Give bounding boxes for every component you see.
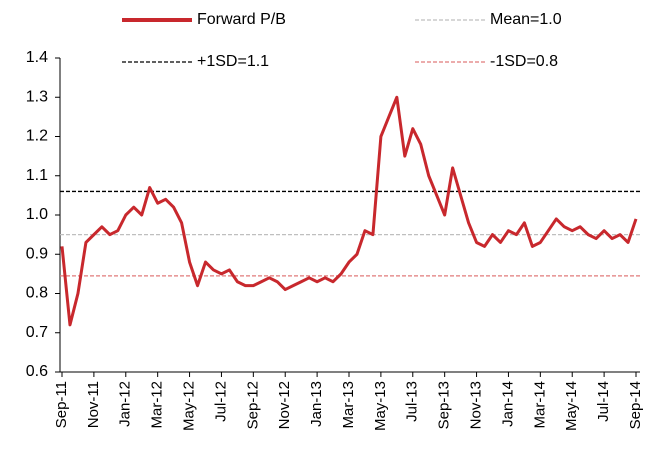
- y-tick-label: 0.8: [26, 285, 48, 302]
- x-tick-label: Jul-14: [595, 381, 612, 422]
- x-tick-label: Nov-11: [85, 381, 102, 428]
- x-tick-label: Mar-12: [149, 381, 166, 429]
- legend-label: -1SD=0.8: [490, 53, 558, 70]
- y-tick-label: 0.7: [26, 324, 48, 341]
- y-tick-label: 0.9: [26, 245, 48, 262]
- x-tick-label: Mar-13: [340, 381, 357, 429]
- y-tick-label: 1.2: [26, 128, 48, 145]
- x-tick-label: May-14: [563, 381, 580, 431]
- x-tick-label: Sep-11: [53, 381, 70, 428]
- x-tick-label: Jul-13: [404, 381, 421, 422]
- x-tick-label: May-12: [181, 381, 198, 431]
- y-tick-label: 0.6: [26, 363, 48, 380]
- x-tick-label: Jan-12: [117, 381, 134, 427]
- legend-label: Mean=1.0: [490, 11, 562, 28]
- x-tick-label: Sep-14: [627, 381, 644, 429]
- x-tick-label: Jul-12: [212, 381, 229, 422]
- x-tick-label: Mar-14: [531, 381, 548, 429]
- legend-label: +1SD=1.1: [197, 53, 269, 70]
- x-tick-label: Nov-12: [276, 381, 293, 429]
- legend-label: Forward P/B: [197, 11, 286, 28]
- data-line: [60, 95, 638, 327]
- y-tick-label: 1.4: [26, 49, 48, 66]
- y-tick-label: 1.3: [26, 88, 48, 105]
- x-tick-label: Sep-12: [244, 381, 261, 429]
- x-tick-label: May-13: [372, 381, 389, 431]
- y-tick-label: 1.0: [26, 206, 48, 223]
- x-tick-label: Jan-13: [308, 381, 325, 427]
- y-tick-label: 1.1: [26, 167, 48, 184]
- x-tick-label: Sep-13: [436, 381, 453, 429]
- x-tick-label: Jan-14: [499, 381, 516, 427]
- x-tick-label: Nov-13: [468, 381, 485, 429]
